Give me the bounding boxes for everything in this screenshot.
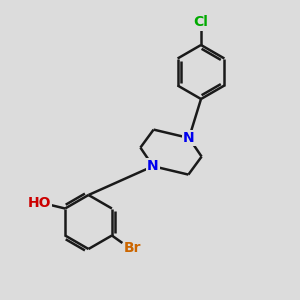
- Text: Br: Br: [124, 241, 142, 255]
- Text: Cl: Cl: [194, 16, 208, 29]
- Text: HO: HO: [28, 196, 51, 210]
- Text: N: N: [147, 159, 159, 173]
- Text: N: N: [183, 131, 195, 145]
